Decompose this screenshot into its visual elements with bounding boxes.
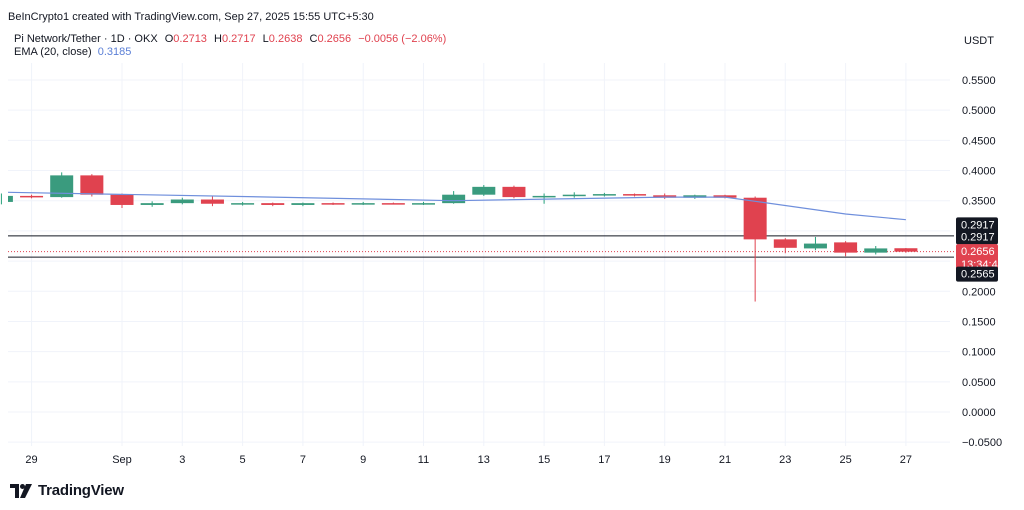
- high-key: H: [214, 33, 222, 45]
- x-tick-label: 5: [240, 454, 246, 466]
- candle-body[interactable]: [442, 194, 466, 204]
- x-tick-label: 21: [719, 454, 731, 466]
- candle-body[interactable]: [50, 175, 74, 198]
- candle-body[interactable]: [592, 194, 616, 196]
- candle-body[interactable]: [803, 243, 827, 249]
- close-key: C: [309, 33, 318, 45]
- level-badge-low-text: 0.2565: [961, 269, 995, 281]
- level-badge-top-text: 0.2917: [961, 219, 995, 231]
- y-tick-label: 0.1000: [962, 347, 996, 359]
- level-badge-top: [956, 217, 998, 233]
- candle-body[interactable]: [170, 199, 194, 204]
- low-key: L: [262, 33, 269, 45]
- level-badge-text: 0.2917: [961, 231, 995, 243]
- last-price-badge: [956, 244, 998, 273]
- candle-body[interactable]: [412, 203, 435, 205]
- x-tick-label: 19: [659, 454, 671, 466]
- x-tick-label: 17: [598, 454, 610, 466]
- y-tick-label: 0.3500: [962, 196, 996, 208]
- x-tick-label: 23: [779, 454, 791, 466]
- x-tick-label: 13: [478, 454, 490, 466]
- ema-line[interactable]: [7, 191, 906, 221]
- x-tick-label: 25: [839, 454, 851, 466]
- open-key: O: [164, 33, 174, 45]
- x-tick-label: 3: [179, 454, 185, 466]
- y-tick-label: 0.1500: [962, 316, 996, 328]
- ema-legend[interactable]: EMA (20, close) 0.3185: [14, 46, 131, 58]
- candle-body[interactable]: [110, 194, 134, 205]
- tradingview-logo[interactable]: TradingView: [10, 482, 124, 499]
- candle-body[interactable]: [200, 199, 224, 204]
- currency-label[interactable]: USDT: [964, 35, 994, 47]
- horizontal-lines: [8, 235, 954, 258]
- candle-body[interactable]: [502, 186, 526, 198]
- tradingview-logo-icon: [10, 483, 32, 498]
- candle-body[interactable]: [472, 186, 496, 195]
- candle-body[interactable]: [834, 242, 858, 253]
- y-tick-label: 0.4500: [962, 135, 996, 147]
- symbol-legend: Pi Network/Tether · 1D · OKX O0.2713 H0.…: [14, 33, 446, 45]
- level-badge-low: [956, 266, 998, 282]
- y-tick-label: 0.5500: [962, 75, 996, 87]
- y-tick-label: 0.4000: [962, 166, 996, 178]
- grid-lines: [8, 63, 950, 446]
- y-tick-label: 0.2000: [962, 286, 996, 298]
- candle-body[interactable]: [743, 197, 767, 240]
- ema-label: EMA (20, close): [14, 46, 92, 58]
- y-tick-label: −0.0500: [962, 437, 1002, 449]
- ema-line-group: [7, 191, 906, 221]
- x-tick-label: 15: [538, 454, 550, 466]
- close-value: 0.2656: [317, 33, 352, 45]
- x-tick-label: 27: [900, 454, 912, 466]
- y-tick-label: 0.0000: [962, 407, 996, 419]
- high-value: 0.2717: [221, 33, 256, 45]
- candle-body[interactable]: [321, 203, 345, 205]
- y-tick-label: 0.0500: [962, 377, 996, 389]
- candle-body[interactable]: [8, 195, 13, 202]
- x-tick-label: 9: [360, 454, 366, 466]
- x-tick-label: Sep: [112, 454, 132, 466]
- x-tick-label: 11: [418, 454, 429, 466]
- candle-body[interactable]: [291, 203, 315, 205]
- level-badge: [956, 229, 998, 245]
- open-value: 0.2713: [173, 33, 207, 45]
- candle-body[interactable]: [864, 248, 888, 253]
- candle-body[interactable]: [351, 203, 375, 205]
- y-tick-label: 0.5000: [962, 105, 996, 117]
- candle-body[interactable]: [231, 203, 255, 205]
- candle-body[interactable]: [381, 203, 405, 205]
- candle-body[interactable]: [140, 203, 164, 205]
- candle-body[interactable]: [894, 248, 918, 252]
- x-axis[interactable]: 29 Sep 3 5 7 9 11 13 15 17 19 21 23 25 27: [25, 454, 912, 466]
- x-tick-label: 7: [300, 454, 306, 466]
- tradingview-brand: TradingView: [38, 482, 124, 499]
- candle-body[interactable]: [623, 194, 647, 196]
- candle-body[interactable]: [773, 239, 797, 248]
- symbol-name[interactable]: Pi Network/Tether · 1D · OKX: [14, 33, 158, 45]
- candle-body[interactable]: [80, 175, 104, 195]
- candle-body[interactable]: [532, 195, 556, 198]
- low-value: 0.2638: [268, 33, 303, 45]
- x-tick-label: 29: [25, 454, 37, 466]
- candle-body[interactable]: [261, 203, 285, 205]
- candles: [0, 172, 918, 302]
- candle-body[interactable]: [20, 195, 44, 198]
- author-line: BeInCrypto1 created with TradingView.com…: [8, 11, 374, 23]
- change-value: −0.0056 (−2.06%): [358, 33, 447, 45]
- last-price-badge-text: 0.2656: [961, 246, 995, 258]
- ema-value: 0.3185: [97, 46, 132, 58]
- candle-body[interactable]: [562, 194, 586, 197]
